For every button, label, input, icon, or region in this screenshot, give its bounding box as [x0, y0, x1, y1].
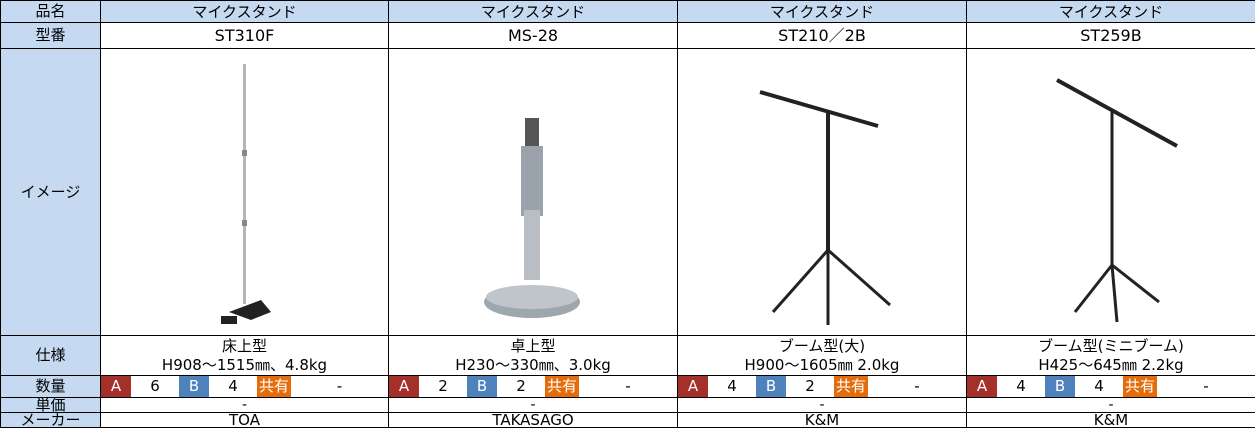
count-a: 6 — [131, 376, 179, 397]
stand-mini-boom — [967, 50, 1255, 334]
model-number: ST259B — [967, 23, 1255, 49]
maker: TAKASAGO — [389, 413, 678, 428]
product-name: マイクスタンド — [678, 1, 967, 23]
price: - — [967, 398, 1255, 413]
tag-b: B — [179, 376, 209, 397]
image-cell — [967, 49, 1255, 336]
row-label: 仕様 — [1, 336, 101, 376]
maker: TOA — [101, 413, 389, 428]
tag-shared: 共有 — [545, 376, 579, 397]
tag-shared: 共有 — [834, 376, 868, 397]
count-shared: - — [579, 376, 677, 397]
count-shared: - — [1157, 376, 1255, 397]
count-b: 2 — [497, 376, 545, 397]
product-name: マイクスタンド — [389, 1, 678, 23]
model-number: ST310F — [101, 23, 389, 49]
product-name: マイクスタンド — [101, 1, 389, 23]
product-name: マイクスタンド — [967, 1, 1255, 23]
tag-b: B — [756, 376, 786, 397]
spec-kind: 卓上型 — [389, 337, 677, 356]
maker: K&M — [967, 413, 1255, 428]
spec-kind: ブーム型(ミニブーム) — [967, 337, 1255, 356]
spec-size: H900～1605㎜ 2.0kg — [678, 356, 966, 375]
model-number: ST210／2B — [678, 23, 967, 49]
spec-cell: ブーム型(ミニブーム)H425～645㎜ 2.2kg — [967, 336, 1255, 376]
spec-size: H425～645㎜ 2.2kg — [967, 356, 1255, 375]
model-number: MS-28 — [389, 23, 678, 49]
count-b: 4 — [1075, 376, 1123, 397]
image-cell — [101, 49, 389, 336]
maker: K&M — [678, 413, 967, 428]
row-label: 品名 — [1, 1, 101, 23]
count-a: 4 — [997, 376, 1045, 397]
spec-size: H908～1515㎜、4.8kg — [101, 356, 388, 375]
count-a: 4 — [708, 376, 756, 397]
count-b: 2 — [786, 376, 834, 397]
stand-desk — [389, 50, 677, 334]
tag-shared: 共有 — [1123, 376, 1157, 397]
price-row: 単価---- — [1, 398, 1255, 413]
tag-a: A — [967, 376, 997, 397]
count-shared: - — [291, 376, 388, 397]
tag-shared: 共有 — [257, 376, 291, 397]
image-cell — [389, 49, 678, 336]
row-label: 単価 — [1, 398, 101, 413]
count-a: 2 — [419, 376, 467, 397]
price: - — [389, 398, 678, 413]
tag-a: A — [678, 376, 708, 397]
row-label: 数量 — [1, 376, 101, 398]
tag-b: B — [1045, 376, 1075, 397]
stand-floor — [101, 50, 389, 334]
image-cell — [678, 49, 967, 336]
tag-a: A — [101, 376, 131, 397]
row-label: 型番 — [1, 23, 101, 49]
tag-a: A — [389, 376, 419, 397]
tag-b: B — [467, 376, 497, 397]
price: - — [678, 398, 967, 413]
count-shared: - — [868, 376, 966, 397]
spec-kind: ブーム型(大) — [678, 337, 966, 356]
product-name-row: 品名マイクスタンドマイクスタンドマイクスタンドマイクスタンド — [1, 1, 1255, 23]
spec-kind: 床上型 — [101, 337, 388, 356]
spec-size: H230～330㎜、3.0kg — [389, 356, 677, 375]
stand-boom — [678, 50, 966, 334]
row-label: メーカー — [1, 413, 101, 428]
image-row: イメージ — [1, 49, 1255, 336]
row-label: イメージ — [1, 49, 101, 336]
count-b: 4 — [209, 376, 257, 397]
spec-cell: ブーム型(大)H900～1605㎜ 2.0kg — [678, 336, 967, 376]
price: - — [101, 398, 389, 413]
